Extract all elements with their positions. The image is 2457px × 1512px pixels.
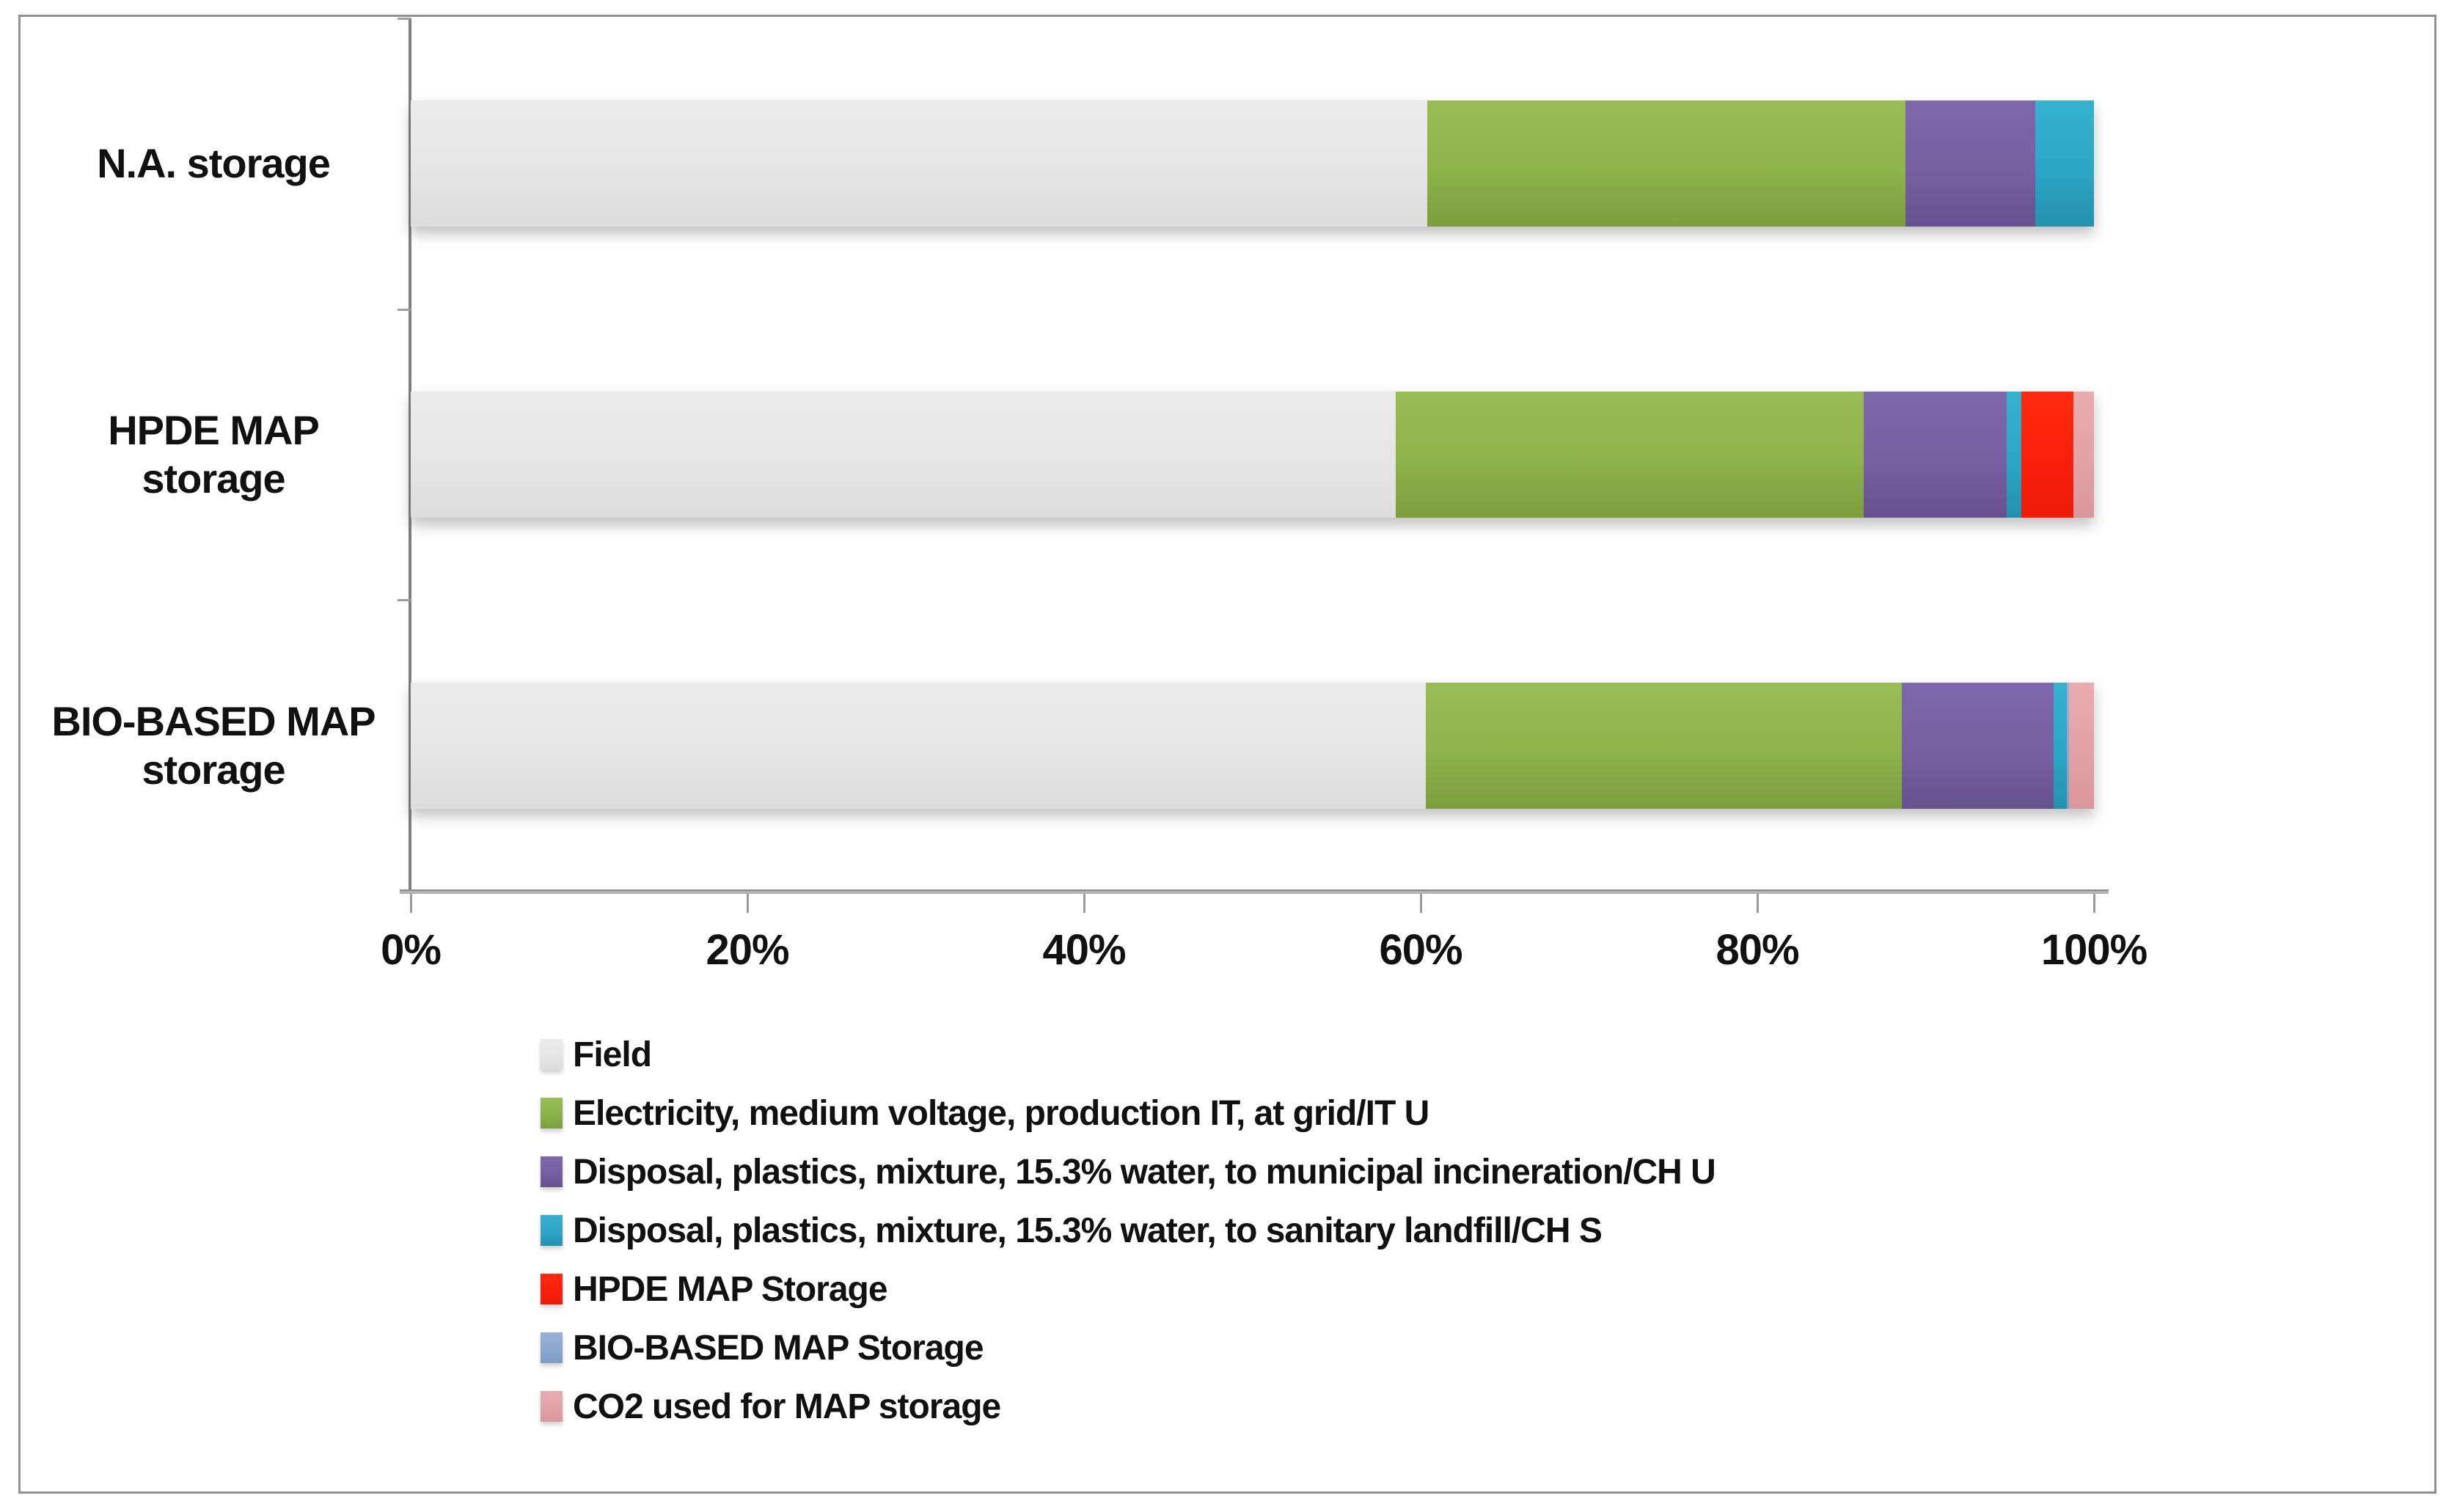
- y-axis-tick: [398, 18, 411, 20]
- legend-item: BIO-BASED MAP Storage: [541, 1318, 1715, 1377]
- x-axis-tick: [1420, 894, 1422, 913]
- bar-segment: [2006, 392, 2022, 518]
- stacked-bar: [411, 682, 2094, 809]
- x-axis-tick-label: 80%: [1715, 926, 1799, 974]
- bar-segment: [1425, 682, 1903, 809]
- legend-label: BIO-BASED MAP Storage: [573, 1328, 984, 1368]
- bar-segment: [1427, 100, 1905, 227]
- legend-label: Field: [573, 1035, 652, 1074]
- legend-label: Electricity, medium voltage, production …: [573, 1093, 1429, 1133]
- legend-swatch: [541, 1332, 563, 1363]
- bar-segment: [411, 392, 1396, 518]
- x-axis-tick-label: 40%: [1042, 926, 1126, 974]
- bar-segment: [1395, 392, 1864, 518]
- x-axis-tick: [1083, 894, 1085, 913]
- category-label: BIO-BASED MAP storage: [51, 697, 376, 793]
- legend-swatch: [541, 1039, 563, 1070]
- bar-segment: [2021, 392, 2074, 518]
- bar-segment: [2067, 682, 2069, 809]
- legend-item: Disposal, plastics, mixture, 15.3% water…: [541, 1201, 1715, 1260]
- category-label: N.A. storage: [97, 140, 331, 187]
- x-axis-tick-label: 60%: [1379, 926, 1462, 974]
- bar-segment: [1902, 682, 2054, 809]
- legend-item: HPDE MAP Storage: [541, 1260, 1715, 1318]
- legend-label: CO2 used for MAP storage: [573, 1387, 1001, 1426]
- legend-item: Field: [541, 1025, 1715, 1084]
- legend-swatch: [541, 1274, 563, 1304]
- legend-label: Disposal, plastics, mixture, 15.3% water…: [573, 1211, 1603, 1250]
- x-axis-tick: [410, 894, 412, 913]
- category-label: HPDE MAP storage: [108, 407, 320, 502]
- legend-swatch: [541, 1098, 563, 1129]
- bar-segment: [1905, 100, 2035, 227]
- bar-segment: [1863, 392, 2007, 518]
- y-axis-line: [409, 18, 411, 892]
- x-axis-line: [400, 889, 2109, 894]
- x-axis-tick-label: 0%: [381, 926, 442, 974]
- legend-item: Disposal, plastics, mixture, 15.3% water…: [541, 1142, 1716, 1201]
- plot-area: [411, 18, 2094, 891]
- bar-segment: [2053, 682, 2068, 809]
- stacked-bar: [411, 100, 2094, 227]
- y-axis-tick: [398, 308, 411, 311]
- x-axis-tick: [2093, 894, 2095, 913]
- legend-label: Disposal, plastics, mixture, 15.3% water…: [573, 1152, 1716, 1192]
- bar-segment: [2073, 392, 2094, 518]
- legend-swatch: [541, 1391, 563, 1422]
- legend-swatch: [541, 1215, 563, 1246]
- legend-item: CO2 used for MAP storage: [541, 1377, 1715, 1436]
- x-axis-tick-label: 100%: [2040, 926, 2147, 974]
- bar-segment: [411, 682, 1426, 809]
- x-axis-tick: [747, 894, 749, 913]
- x-axis-tick: [1757, 894, 1759, 913]
- legend-label: HPDE MAP Storage: [573, 1269, 888, 1309]
- stacked-bar: [411, 392, 2094, 518]
- x-axis-tick-label: 20%: [706, 926, 789, 974]
- legend-item: Electricity, medium voltage, production …: [541, 1084, 1715, 1142]
- legend-swatch: [541, 1156, 563, 1187]
- bar-segment: [411, 100, 1428, 227]
- y-axis-tick: [398, 599, 411, 602]
- chart-legend: Field Electricity, medium voltage, produc…: [541, 1025, 1716, 1436]
- bar-segment: [2035, 100, 2094, 227]
- bar-segment: [2068, 682, 2094, 809]
